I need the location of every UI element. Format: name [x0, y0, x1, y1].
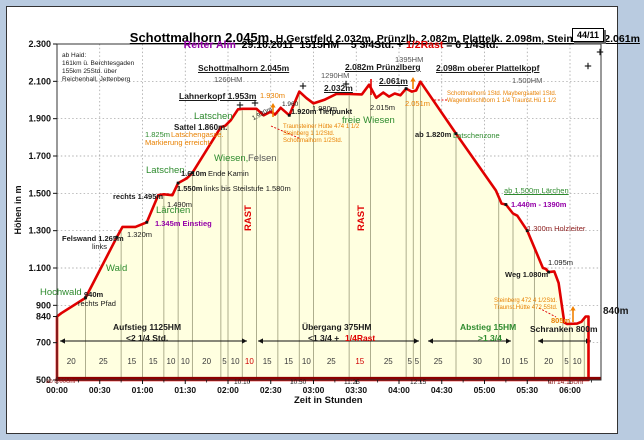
x-tick-label: 00:30: [89, 385, 111, 395]
segment-minutes-label: 15: [263, 357, 272, 366]
waypoint-dot: [547, 270, 551, 274]
x-tick-label: 05:30: [516, 385, 538, 395]
segment-minutes-label: 5: [222, 357, 227, 366]
segment-minutes-label: 5: [564, 357, 569, 366]
segment-minutes-label: 25: [99, 357, 108, 366]
waypoint-dot: [176, 181, 180, 185]
arrowhead: [258, 338, 263, 344]
waypoint-dot: [287, 113, 291, 117]
tour-number-badge: 44/11: [572, 28, 604, 42]
y-tick-label: 2.100: [28, 76, 51, 86]
elevation-fill: [57, 81, 589, 380]
orange-marker-arrowhead: [270, 103, 276, 108]
segment-minutes-label: 15: [127, 357, 136, 366]
orange-marker-arrowhead: [570, 306, 576, 311]
x-tick-label: 02:30: [260, 385, 282, 395]
y-tick-label: 900: [36, 300, 51, 310]
segment-minutes-label: 15: [355, 357, 364, 366]
x-tick-label: 00:00: [46, 385, 68, 395]
segment-minutes-label: 25: [384, 357, 393, 366]
red-dashed-connector: [270, 125, 302, 140]
segment-minutes-label: 30: [473, 357, 482, 366]
segment-minutes-label: 20: [202, 357, 211, 366]
arrowhead: [538, 338, 543, 344]
chart-subtitle: Reiter Alm 29.10.2011 1515HM 5 3/4Std. +…: [172, 27, 499, 63]
chart-title: Schottmalhorn 2.045m, H.Gerstfeld 2.032m…: [112, 11, 640, 65]
x-tick-label: 03:30: [345, 385, 367, 395]
waypoint-dot: [404, 87, 408, 91]
segment-minutes-label: 10: [501, 357, 510, 366]
arrowhead: [428, 338, 433, 344]
waypoint-dot: [84, 296, 87, 300]
waypoint-dot: [190, 171, 194, 175]
y-tick-label: 2.300: [28, 39, 51, 49]
segment-minutes-label: 10: [181, 357, 190, 366]
segment-minutes-label: 10: [573, 357, 582, 366]
waypoint-dot: [115, 235, 119, 239]
waypoint-dot: [454, 132, 458, 135]
y-tick-label: 500: [36, 375, 51, 385]
segment-minutes-label: 15: [284, 357, 293, 366]
segment-minutes-label: 5: [415, 357, 420, 366]
x-tick-label: 01:30: [174, 385, 196, 395]
red-dashed-connector: [538, 307, 557, 318]
orange-marker-arrowhead: [410, 77, 416, 82]
segment-minutes-label: 20: [544, 357, 553, 366]
y-tick-label: 1.300: [28, 226, 51, 236]
segment-minutes-label: 15: [519, 357, 528, 366]
y-tick-label: 840: [36, 312, 51, 322]
segment-minutes-label: 10: [245, 357, 254, 366]
y-tick-label: 1.100: [28, 263, 51, 273]
waypoint-dot: [504, 203, 508, 206]
x-tick-label: 02:00: [217, 385, 239, 395]
title-main-peak: Schottmalhorn 2.045m,: [129, 30, 273, 45]
segment-minutes-label: 15: [149, 357, 158, 366]
x-tick-label: 01:00: [132, 385, 154, 395]
y-tick-label: 1.900: [28, 114, 51, 124]
x-tick-label: 04:00: [388, 385, 410, 395]
waypoint-dot: [145, 220, 149, 224]
x-axis-title: Zeit in Stunden: [294, 395, 363, 406]
segment-minutes-label: 20: [67, 357, 76, 366]
title-other-peaks: H.Gerstfeld 2.032m, Prünzlb. 2.082m, Pla…: [272, 33, 640, 45]
segment-minutes-label: 25: [434, 357, 443, 366]
x-tick-label: 05:00: [474, 385, 496, 395]
segment-minutes-label: 25: [327, 357, 336, 366]
arrowhead: [506, 338, 511, 344]
x-tick-label: 04:30: [431, 385, 453, 395]
subtitle-rast: 1/2Rast: [405, 39, 444, 51]
y-tick-label: 1.700: [28, 151, 51, 161]
segment-minutes-label: 10: [302, 357, 311, 366]
arrowhead: [60, 338, 65, 344]
segment-minutes-label: 10: [167, 357, 176, 366]
x-tick-label: 03:00: [303, 385, 325, 395]
arrowhead: [414, 338, 419, 344]
segment-minutes-label: 10: [231, 357, 240, 366]
segment-minutes-label: 5: [407, 357, 412, 366]
subtitle-date-stats: 29.10.2011 1515HM 5 3/4Std. +: [235, 39, 406, 51]
y-tick-label: 1.500: [28, 188, 51, 198]
elevation-curve: [55, 80, 590, 382]
x-tick-label: 06:00: [559, 385, 581, 395]
subtitle-total: = 6 1/4Std.: [443, 39, 499, 51]
y-tick-label: 700: [36, 338, 51, 348]
plot-border: [56, 43, 602, 381]
subtitle-place: Reiter Alm: [183, 39, 236, 51]
waypoint-dot: [525, 229, 529, 233]
arrowhead: [242, 338, 247, 344]
y-axis-title: Höhen in m: [13, 185, 23, 235]
